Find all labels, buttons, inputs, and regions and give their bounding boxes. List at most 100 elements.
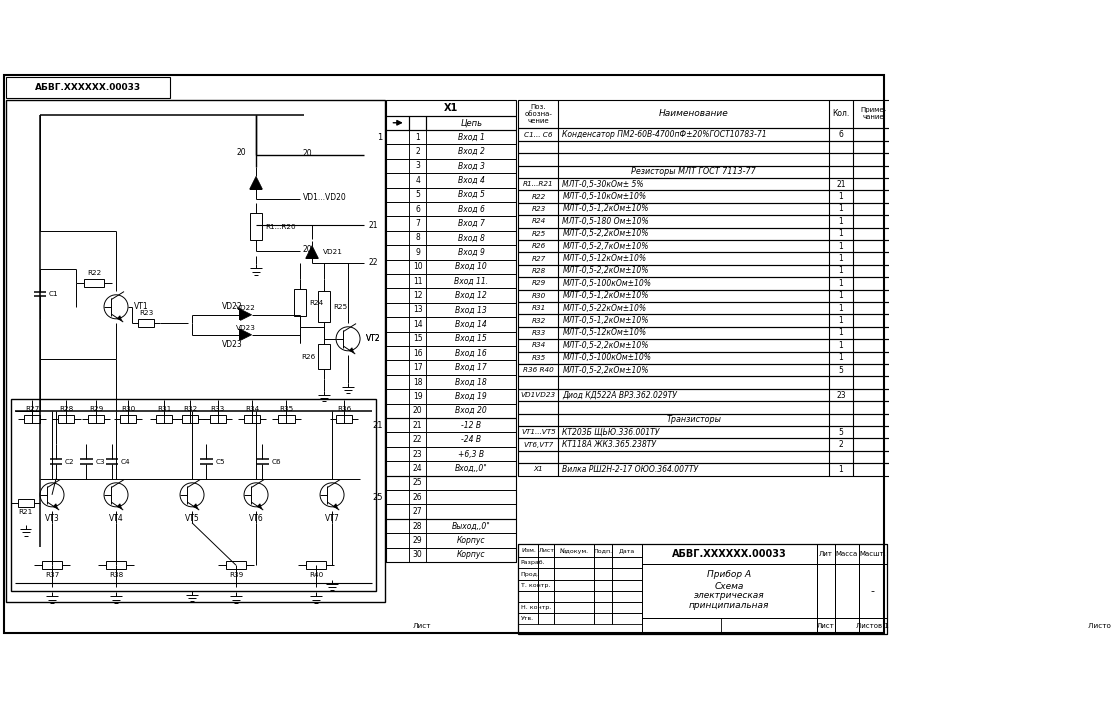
Bar [387,245,409,260]
Text: VT1...VT5: VT1...VT5 [521,429,556,435]
Bar [427,404,517,418]
Bar [387,360,409,375]
Text: R28: R28 [59,406,73,412]
Bar [387,173,409,188]
Text: 1: 1 [378,132,382,142]
Text: X1: X1 [533,467,543,472]
Bar [387,159,409,173]
Text: R23: R23 [531,206,546,212]
Bar [409,533,427,547]
Bar [427,433,517,447]
Text: №докум.: №докум. [560,548,589,554]
Text: VT4: VT4 [109,514,123,523]
Text: Диод КД522А ВРЗ.362.029ТУ: Диод КД522А ВРЗ.362.029ТУ [562,391,678,399]
Bar [409,173,427,188]
Text: VT2: VT2 [366,334,380,343]
Text: Вход 13: Вход 13 [456,305,487,314]
Text: C6: C6 [271,459,281,464]
Bar [409,519,427,533]
Bar [612,591,642,602]
Bar [519,302,894,314]
Text: Лит: Лит [819,551,832,557]
Text: электрическая: электрическая [694,591,764,600]
Text: Вход 3: Вход 3 [458,161,484,171]
Bar [387,433,409,447]
Text: МЛТ-0,5-180 Ом±10%: МЛТ-0,5-180 Ом±10% [562,217,649,226]
Text: 30: 30 [413,550,422,559]
Bar [409,461,427,476]
Text: R1...R21: R1...R21 [523,181,553,187]
Text: МЛТ-0,5-2,2кОм±10%: МЛТ-0,5-2,2кОм±10% [562,366,649,375]
Bar [387,346,409,360]
Bar [519,265,894,278]
Bar [519,202,894,215]
Text: R36 R40: R36 R40 [523,367,554,373]
Bar [409,389,427,404]
Bar [642,544,817,564]
Text: C1... C6: C1... C6 [524,132,553,137]
Bar [387,274,409,288]
Text: 1: 1 [839,205,843,214]
Bar [519,613,539,624]
Bar [427,504,517,519]
Bar [427,317,517,331]
Text: R27: R27 [531,256,546,261]
Bar [539,591,554,602]
Bar [817,564,834,618]
Bar [387,389,409,404]
Bar [409,476,427,490]
Bar [409,144,427,159]
Bar [427,547,517,562]
Text: 20: 20 [302,149,312,158]
Bar [11,399,376,591]
Bar [554,591,594,602]
Text: Вход 17: Вход 17 [456,363,487,372]
Bar [409,217,427,231]
Text: Листов 1: Листов 1 [857,623,889,629]
Text: Вход,,0": Вход,,0" [454,464,488,473]
Bar [427,130,517,144]
Text: Вход 9: Вход 9 [458,248,484,257]
Text: 24: 24 [413,464,422,473]
Bar [539,544,554,557]
Text: R21: R21 [19,509,32,515]
Text: Дата: Дата [619,548,635,554]
Bar [409,231,427,245]
Text: 1: 1 [839,254,843,263]
Text: Кол.: Кол. [832,110,850,118]
Text: VD23: VD23 [222,340,242,349]
Bar [319,291,330,322]
Bar [387,375,409,389]
Text: Наименование: Наименование [659,110,729,118]
Bar [427,217,517,231]
Text: Вход 1: Вход 1 [458,132,484,142]
Bar [387,519,409,533]
Text: МЛТ-0,5-1,2кОм±10%: МЛТ-0,5-1,2кОм±10% [562,316,649,325]
Text: АБВГ.ХXXXXX.00033: АБВГ.ХXXXXX.00033 [672,549,787,559]
Bar [59,415,74,423]
Bar [519,389,894,401]
Text: МЛТ-0,5-2,2кОм±10%: МЛТ-0,5-2,2кОм±10% [562,341,649,350]
Text: VT6: VT6 [249,514,263,523]
Text: 3: 3 [416,161,420,171]
Bar [250,213,261,240]
Text: Прибор А: Прибор А [708,571,751,579]
Bar [387,144,409,159]
Text: VT6,VT7: VT6,VT7 [523,442,553,447]
Bar [554,557,594,569]
Text: Вход 11.: Вход 11. [454,277,489,286]
Bar [387,303,409,317]
Text: VT3: VT3 [44,514,59,523]
Text: 12: 12 [413,291,422,300]
Bar [519,215,894,227]
Text: C5: C5 [216,459,224,464]
Text: C2: C2 [64,459,74,464]
Bar [427,173,517,188]
Bar [427,245,517,260]
Text: КТ118А ЖК3.365.238ТУ: КТ118А ЖК3.365.238ТУ [562,440,657,449]
Text: VD21: VD21 [322,249,342,255]
Text: 23: 23 [413,450,422,459]
Bar [387,504,409,519]
Text: 21: 21 [837,180,845,188]
Bar [427,375,517,389]
